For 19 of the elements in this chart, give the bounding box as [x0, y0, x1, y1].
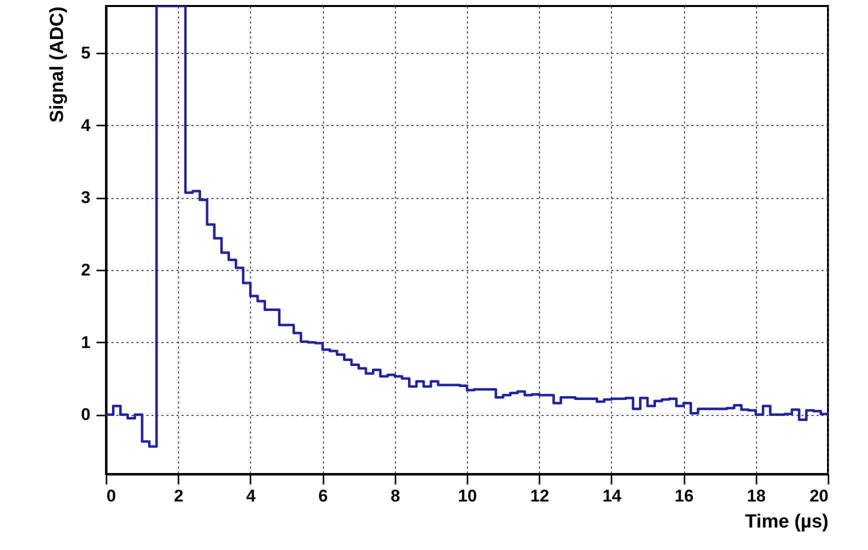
x-tick-label: 12: [530, 486, 550, 506]
y-tick-label: 2: [81, 260, 90, 280]
y-tick-label: 5: [81, 44, 90, 63]
x-tick-label: 10: [458, 486, 477, 506]
y-tick-label: 0: [81, 405, 90, 424]
x-tick-label: 2: [174, 486, 184, 506]
x-tick-label: 20: [810, 486, 828, 506]
y-tick-label: 1: [81, 332, 90, 352]
x-axis-title: Time (µs): [745, 512, 828, 532]
x-tick-label: 6: [318, 486, 328, 506]
y-axis-title: Signal (ADC): [47, 6, 68, 123]
x-tick-label: 4: [246, 486, 256, 506]
y-tick-label: 3: [81, 188, 90, 208]
x-tick-label: 18: [746, 486, 766, 506]
x-tick-label: 8: [390, 486, 400, 506]
y-tick-label: 4: [81, 116, 92, 135]
x-tick-label: 14: [602, 486, 622, 506]
x-tick-label: 16: [674, 486, 694, 506]
x-tick-label: 0: [106, 486, 116, 506]
